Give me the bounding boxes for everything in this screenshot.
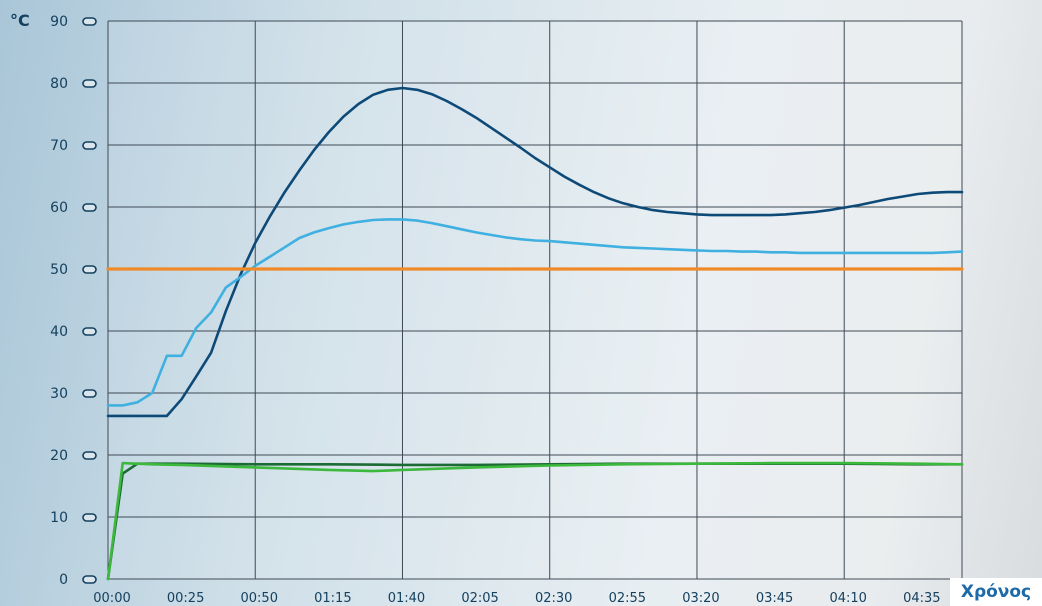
series-line xyxy=(106,86,964,418)
y-tick-marker xyxy=(82,327,97,336)
x-tick-label: 03:45 xyxy=(756,591,793,606)
y-tick-marker xyxy=(82,141,97,150)
y-axis-ticks: 0 10 20 30 40 50 60 70 80 90 xyxy=(50,14,97,588)
y-tick-label: 0 xyxy=(59,572,68,588)
y-axis-unit-label: °C xyxy=(10,11,30,30)
y-tick-marker xyxy=(82,575,97,584)
y-tick-marker xyxy=(82,513,97,522)
x-tick-label: 00:00 xyxy=(93,591,130,606)
y-tick-label: 90 xyxy=(50,14,68,30)
x-tick-label: 00:25 xyxy=(167,591,204,606)
y-tick-label: 40 xyxy=(50,324,68,340)
x-tick-label: 02:05 xyxy=(461,591,498,606)
plot-area xyxy=(108,21,962,579)
x-tick-label: 04:10 xyxy=(829,591,866,606)
y-tick-marker xyxy=(82,451,97,460)
y-tick-marker xyxy=(82,389,97,398)
x-tick-label: 04:35 xyxy=(903,591,940,606)
x-tick-label: 01:15 xyxy=(314,591,351,606)
y-tick-label: 80 xyxy=(50,76,68,92)
series-group xyxy=(106,86,964,581)
y-tick-marker xyxy=(82,203,97,212)
x-tick-label: 00:50 xyxy=(241,591,278,606)
x-axis-ticks: 00:00 00:25 00:50 01:15 01:40 02:05 02:30 02:55… xyxy=(93,591,940,606)
x-tick-label: 03:20 xyxy=(682,591,719,606)
x-tick-label: 01:40 xyxy=(388,591,425,606)
series-line xyxy=(106,461,964,581)
x-axis-title: Χρόνος xyxy=(950,578,1042,606)
y-tick-label: 60 xyxy=(50,200,68,216)
y-tick-label: 10 xyxy=(50,510,68,526)
y-tick-label: 50 xyxy=(50,262,68,278)
y-tick-marker xyxy=(82,17,97,26)
x-tick-label: 02:55 xyxy=(609,591,646,606)
y-tick-label: 30 xyxy=(50,386,68,402)
y-tick-label: 20 xyxy=(50,448,68,464)
y-tick-label: 70 xyxy=(50,138,68,154)
y-tick-marker xyxy=(82,265,97,274)
x-tick-label: 02:30 xyxy=(535,591,572,606)
y-tick-marker xyxy=(82,79,97,88)
